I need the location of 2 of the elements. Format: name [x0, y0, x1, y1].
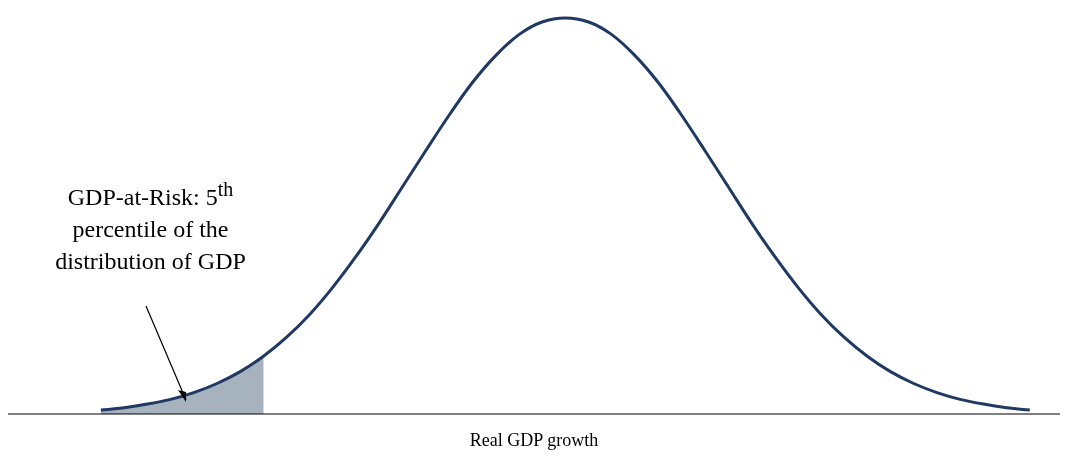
x-axis-title: Real GDP growth	[469, 430, 599, 450]
annotation: GDP-at-Risk: 5$^{th}$ percentile of the distribution of GDP	[54, 177, 247, 276]
